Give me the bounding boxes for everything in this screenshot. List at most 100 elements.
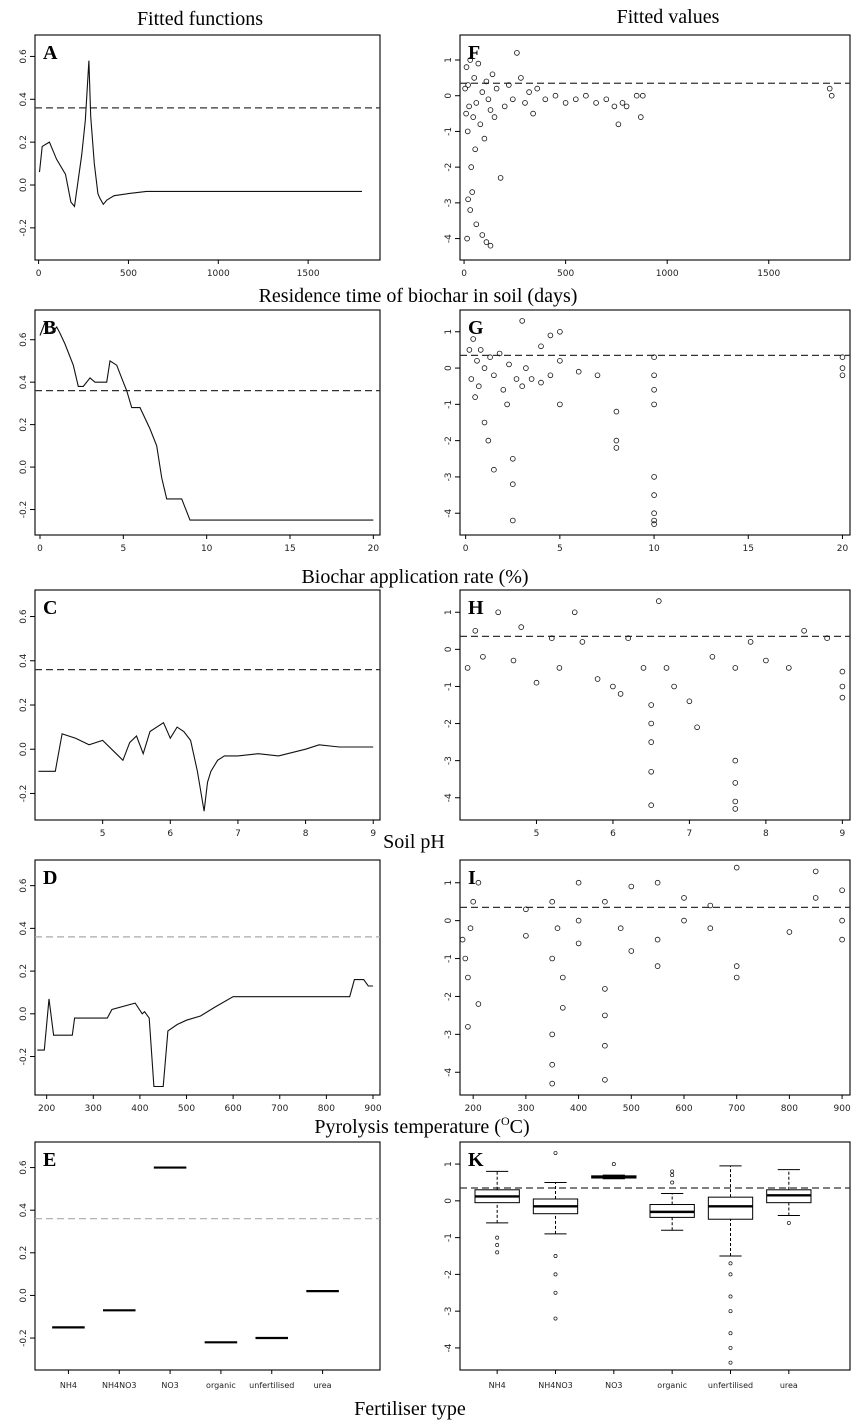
- data-point: [464, 128, 471, 135]
- data-point: [549, 1031, 555, 1038]
- data-point: [542, 96, 549, 103]
- x-tick-label: 5: [534, 829, 540, 839]
- data-point: [839, 683, 846, 690]
- x-tick-label: urea: [314, 1381, 332, 1390]
- y-tick-label: 0.0: [19, 1288, 29, 1303]
- data-point: [732, 798, 739, 805]
- data-point: [470, 336, 477, 342]
- y-tick-label: 1: [444, 1161, 454, 1167]
- data-point: [472, 146, 479, 153]
- x-tick-label: 0: [37, 544, 43, 554]
- data-point: [519, 383, 525, 390]
- panel-D: D -0.2 0.0 0.2 0.4 0.6 200 300 400 500 600 700 800 90…: [19, 859, 382, 1114]
- y-tick-label: 0.6: [19, 1160, 29, 1175]
- data-point: [663, 665, 670, 671]
- data-point: [651, 492, 657, 498]
- y-tick-label: 0.6: [19, 332, 29, 347]
- panel-letter: G: [468, 317, 484, 339]
- data-point: [839, 354, 846, 361]
- panel-A: A -0.2 0.0 0.2 0.4 0.6 0 500 1000 1500: [19, 34, 381, 279]
- data-point: [839, 887, 845, 894]
- data-point: [763, 657, 769, 664]
- data-point: [485, 96, 492, 103]
- data-point: [481, 419, 488, 426]
- data-point: [549, 1080, 555, 1087]
- y-tick-label: -0.2: [19, 1048, 29, 1066]
- data-point: [509, 517, 516, 524]
- data-point: [465, 196, 471, 203]
- x-tick-label: 300: [517, 1104, 534, 1114]
- data-point: [513, 376, 520, 382]
- box-outlier: [553, 1272, 558, 1277]
- x-tick-label: 700: [728, 1104, 745, 1114]
- data-point: [732, 780, 739, 786]
- y-tick-label: -1: [444, 682, 454, 691]
- y-tick-label: 0: [444, 646, 454, 652]
- x-tick-label: 400: [570, 1104, 587, 1114]
- data-point: [640, 665, 647, 671]
- data-point: [707, 902, 714, 909]
- data-point: [522, 100, 528, 106]
- box-outlier: [670, 1169, 675, 1174]
- y-tick-label: -0.2: [19, 1329, 29, 1347]
- x-tick-label: 9: [370, 829, 376, 839]
- data-point: [709, 653, 716, 660]
- x-tick-label: 600: [675, 1104, 692, 1114]
- box-iqr: [707, 1196, 754, 1220]
- data-point: [465, 974, 471, 981]
- x-tick-label: NO3: [161, 1381, 178, 1390]
- panel-letter: E: [43, 1149, 56, 1171]
- data-point: [681, 917, 687, 924]
- y-tick-label: -3: [444, 472, 454, 481]
- data-point: [786, 929, 793, 935]
- data-point: [651, 521, 657, 527]
- data-point: [547, 372, 554, 379]
- data-point: [475, 1001, 482, 1007]
- data-point: [523, 932, 529, 939]
- y-tick-label: -3: [444, 198, 454, 207]
- y-tick-label: 0.6: [19, 49, 29, 64]
- data-point: [554, 925, 561, 931]
- data-point: [594, 372, 601, 379]
- data-point: [602, 1077, 608, 1083]
- panel-letter: C: [43, 597, 57, 619]
- x-tick-label: 15: [284, 544, 295, 554]
- y-tick-label: 0.6: [19, 878, 29, 893]
- data-point: [500, 386, 507, 393]
- x-tick-label: 500: [178, 1104, 195, 1114]
- data-point: [549, 1061, 555, 1068]
- x-tick-label: 500: [557, 269, 574, 279]
- data-point: [732, 665, 739, 671]
- y-tick-label: -2: [444, 436, 454, 445]
- panel-I: I -4 -3 -2 -1 0 1 200 300 400 500 600 700 800 900: [444, 859, 851, 1114]
- data-point: [549, 898, 555, 905]
- data-point: [548, 635, 555, 641]
- data-point: [557, 401, 563, 408]
- data-point: [509, 96, 516, 103]
- y-tick-label: 1: [444, 880, 454, 886]
- y-tick-label: -1: [444, 400, 454, 409]
- x-tick-label: NH4NO3: [102, 1381, 136, 1390]
- y-tick-label: -4: [444, 508, 454, 517]
- x-tick-label: organic: [657, 1381, 687, 1390]
- data-point: [651, 372, 657, 379]
- x-tick-label: 600: [225, 1104, 242, 1114]
- data-point: [538, 343, 544, 350]
- y-tick-label: -1: [444, 954, 454, 963]
- fitted-line: [37, 979, 373, 1088]
- panel-letter: I: [468, 867, 476, 889]
- col-title-left: Fitted functions: [137, 8, 263, 30]
- x-tick-label: 7: [235, 829, 241, 839]
- data-point: [648, 768, 654, 775]
- data-point: [509, 455, 516, 462]
- x-tick-label: 700: [271, 1104, 288, 1114]
- y-tick-label: 0.2: [19, 135, 29, 149]
- y-tick-label: -2: [444, 719, 454, 728]
- data-point: [575, 368, 582, 375]
- data-point: [470, 898, 477, 905]
- box-outlier: [728, 1261, 733, 1266]
- x-tick-label: NH4NO3: [538, 1381, 572, 1390]
- data-point: [801, 627, 807, 634]
- data-point: [526, 89, 532, 95]
